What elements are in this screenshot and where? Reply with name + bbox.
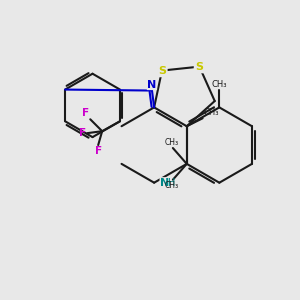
Text: CH₃: CH₃	[204, 108, 219, 117]
Text: CH₃: CH₃	[212, 80, 227, 88]
Text: H: H	[168, 178, 176, 188]
Text: F: F	[82, 108, 89, 118]
Text: S: S	[158, 66, 166, 76]
Text: CH₃: CH₃	[165, 181, 179, 190]
Text: S: S	[195, 61, 203, 72]
Text: F: F	[79, 128, 86, 138]
Text: N: N	[160, 178, 169, 188]
Text: N: N	[147, 80, 157, 90]
Text: CH₃: CH₃	[165, 138, 179, 147]
Text: F: F	[94, 146, 102, 156]
